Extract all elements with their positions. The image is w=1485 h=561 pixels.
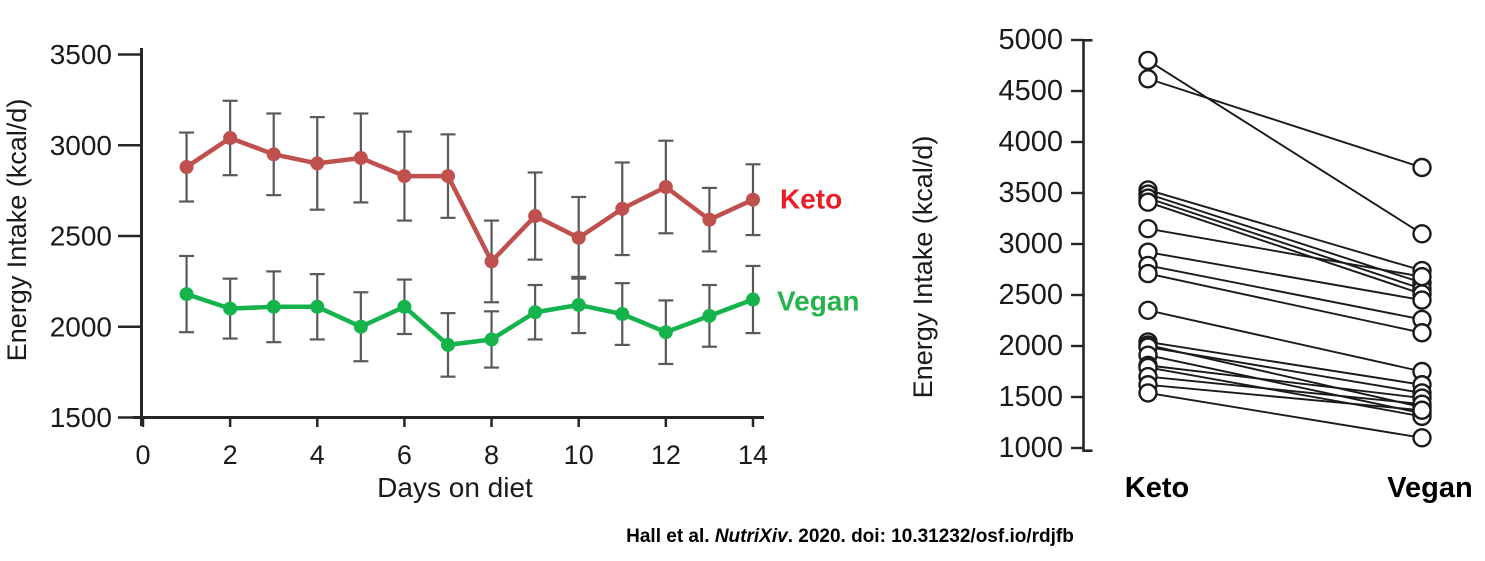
pair-line-subject-12 — [1147, 340, 1423, 386]
vegan-point-day-6 — [397, 299, 412, 314]
left-x-tick-label: 2 — [223, 440, 238, 470]
pair-line-subject-19 — [1147, 383, 1423, 412]
vegan-point-day-10 — [571, 297, 586, 312]
right-column-label-keto: Keto — [1125, 472, 1189, 504]
pair-point-vegan-subject-2 — [1412, 157, 1432, 178]
left-y-tick-label: 3500 — [50, 39, 112, 70]
keto-point-day-4 — [310, 156, 325, 171]
vegan-point-day-4 — [310, 299, 325, 314]
right-y-tick-label: 5000 — [998, 24, 1063, 56]
pair-point-keto-subject-20 — [1138, 383, 1158, 403]
right-y-tick-label: 4000 — [998, 126, 1063, 158]
vegan-point-day-5 — [353, 319, 368, 334]
keto-point-day-12 — [658, 179, 673, 194]
vegan-point-day-7 — [440, 337, 455, 352]
keto-point-day-6 — [397, 169, 412, 184]
vegan-point-day-13 — [702, 308, 717, 323]
left-x-tick-label: 10 — [564, 440, 594, 470]
pair-line-subject-11 — [1147, 309, 1423, 373]
pair-line-subject-5 — [1147, 197, 1423, 290]
left-x-tick-label: 6 — [397, 440, 412, 470]
keto-series-label: Keto — [780, 184, 842, 215]
pair-line-subject-18 — [1147, 375, 1423, 406]
pair-point-keto-subject-7 — [1138, 218, 1158, 239]
left-x-tick-label: 14 — [738, 440, 768, 470]
citation-suffix: . 2020. doi: 10.31232/osf.io/rdjfb — [787, 526, 1074, 547]
paired-subject-slopegraph-chart: 1000 1500 2000 2500 3000 3500 4000 4500 5000 Ener… — [908, 24, 1473, 504]
left-y-tick-label: 2500 — [50, 221, 112, 252]
keto-point-day-11 — [615, 201, 630, 216]
keto-point-day-3 — [266, 147, 281, 162]
pair-line-subject-15 — [1147, 354, 1423, 415]
pair-point-keto-subject-6 — [1138, 192, 1158, 212]
pair-line-subject-7 — [1147, 227, 1423, 278]
pair-point-vegan-subject-10 — [1412, 323, 1432, 343]
pair-point-vegan-subject-7 — [1412, 266, 1432, 287]
keto-point-day-7 — [440, 169, 455, 184]
pair-line-subject-20 — [1147, 391, 1423, 439]
citation-journal: NutriXiv — [714, 526, 788, 547]
vegan-point-day-14 — [745, 292, 760, 307]
pair-point-keto-subject-10 — [1138, 263, 1158, 284]
mean-energy-timeseries-chart: 1500 2000 2500 3000 3500 0 2 4 6 8 10 12 14 Days on d… — [2, 39, 859, 503]
keto-series-line — [184, 135, 756, 264]
left-y-tick-label: 2000 — [50, 311, 112, 342]
pair-line-subject-1 — [1147, 59, 1423, 235]
vegan-point-day-9 — [528, 305, 543, 320]
pair-point-keto-subject-1 — [1138, 50, 1158, 71]
pair-point-vegan-subject-20 — [1412, 428, 1432, 448]
pair-line-subject-17 — [1147, 366, 1423, 418]
right-y-tick-label: 2000 — [998, 330, 1063, 362]
pair-line-subject-3 — [1147, 189, 1423, 272]
citation-prefix: Hall et al. — [626, 526, 715, 547]
left-x-tick-label: 0 — [135, 440, 150, 470]
left-y-axis-title: Energy Intake (kcal/d) — [2, 99, 32, 362]
vegan-point-day-8 — [484, 332, 499, 347]
pair-line-subject-9 — [1147, 264, 1423, 321]
keto-point-day-1 — [179, 160, 194, 175]
right-y-tick-label: 1500 — [998, 381, 1063, 413]
keto-point-day-14 — [745, 192, 760, 207]
right-y-tick-label: 4500 — [998, 75, 1063, 107]
left-x-tick-label: 4 — [310, 440, 325, 470]
right-y-tick-label: 3000 — [998, 228, 1063, 260]
vegan-point-day-12 — [658, 325, 673, 340]
left-x-tick-label: 12 — [651, 440, 681, 470]
keto-point-day-5 — [353, 150, 368, 165]
keto-point-day-2 — [223, 130, 238, 145]
left-x-axis-title: Days on diet — [377, 472, 533, 503]
left-y-tick-label: 3000 — [50, 130, 112, 161]
pair-line-subject-6 — [1147, 201, 1423, 295]
pair-point-keto-subject-2 — [1138, 69, 1158, 89]
keto-point-day-8 — [484, 254, 499, 269]
left-y-tick-label: 1500 — [50, 402, 112, 433]
pair-line-subject-16 — [1147, 364, 1423, 399]
pair-point-vegan-subject-8 — [1412, 290, 1432, 310]
pair-line-subject-2 — [1147, 77, 1423, 169]
right-column-label-vegan: Vegan — [1387, 472, 1472, 504]
pair-line-subject-8 — [1147, 251, 1423, 302]
vegan-point-day-2 — [223, 301, 238, 316]
vegan-point-day-1 — [179, 287, 194, 302]
vegan-point-day-3 — [266, 299, 281, 314]
pair-line-subject-10 — [1147, 272, 1423, 334]
right-y-axis-title: Energy Intake (kcal/d) — [908, 136, 938, 399]
vegan-point-day-11 — [615, 307, 630, 322]
pair-point-keto-subject-11 — [1138, 300, 1158, 320]
vegan-series-label: Vegan — [777, 286, 859, 317]
keto-point-day-9 — [528, 209, 543, 224]
citation: Hall et al. NutriXiv. 2020. doi: 10.3123… — [626, 526, 1074, 548]
pair-line-subject-14 — [1147, 346, 1423, 394]
right-y-tick-label: 2500 — [998, 279, 1063, 311]
right-y-tick-label: 3500 — [998, 177, 1063, 209]
keto-point-day-10 — [571, 230, 586, 245]
pair-point-vegan-subject-19 — [1412, 400, 1432, 420]
pair-point-vegan-subject-1 — [1412, 224, 1432, 244]
left-x-tick-label: 8 — [484, 440, 499, 470]
keto-point-day-13 — [702, 212, 717, 227]
right-y-tick-label: 1000 — [998, 432, 1063, 464]
vegan-series-line — [184, 291, 756, 348]
